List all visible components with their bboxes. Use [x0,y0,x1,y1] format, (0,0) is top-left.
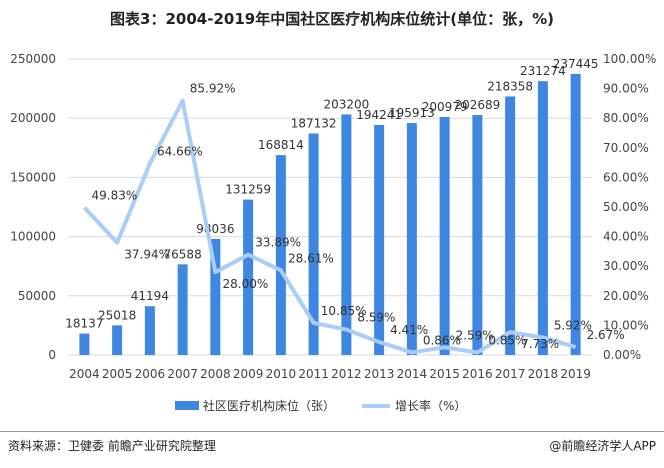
x-tick-label: 2005 [102,367,133,381]
line-label: 2.59% [456,328,494,342]
line-label: 8.59% [357,311,395,325]
bar [439,117,450,355]
line-label: 28.61% [288,251,334,265]
right-tick-label: 40.00% [603,230,649,244]
right-tick-label: 80.00% [603,111,649,125]
bar [210,238,221,355]
x-tick-label: 2013 [364,367,395,381]
right-tick-label: 60.00% [603,170,649,184]
line-label: 4.41% [390,323,428,337]
x-tick-label: 2008 [200,367,231,381]
bar-label: 131259 [225,183,271,197]
right-tick-label: 100.00% [603,52,656,66]
bar [472,115,483,355]
x-tick-label: 2007 [167,367,198,381]
x-tick-label: 2016 [462,367,493,381]
line-label: 85.92% [190,82,236,96]
x-tick-label: 2012 [331,367,362,381]
right-tick-label: 20.00% [603,289,649,303]
right-tick-label: 90.00% [603,82,649,96]
line-label: 5.92% [554,318,592,332]
right-tick-label: 30.00% [603,259,649,273]
line-label: 49.83% [91,189,137,203]
bar-label: 41194 [131,289,169,303]
x-tick-label: 2006 [135,367,166,381]
growth-line [82,98,577,355]
bar-label: 237445 [553,57,599,71]
bar-label: 76588 [164,247,202,261]
bar [275,155,286,355]
line-label: 33.89% [255,236,301,250]
left-tick-label: 0 [48,348,56,362]
bar-label: 202689 [454,98,500,112]
bar-label: 231274 [520,64,566,78]
right-tick-label: 70.00% [603,141,649,155]
x-tick-label: 2011 [298,367,329,381]
legend-bar-label: 社区医疗机构床位（张） [203,398,335,413]
x-tick-label: 2018 [528,367,559,381]
bar-label: 195913 [389,106,435,120]
left-tick-label: 50000 [18,289,56,303]
left-tick-label: 100000 [10,230,56,244]
bar [308,133,319,355]
bar-label: 203200 [323,97,369,111]
bar-label: 18137 [65,317,103,331]
line-label: 28.00% [222,277,268,291]
line-label: 2.67% [587,328,625,342]
left-tick-label: 200000 [10,111,56,125]
x-tick-label: 2004 [69,367,100,381]
right-tick-label: 50.00% [603,200,649,214]
right-tick-label: 10.00% [603,318,649,332]
line-label: 37.94% [124,248,170,262]
line-label: 0.86% [423,333,461,347]
right-tick-label: 0.00% [603,348,641,362]
bar-label: 25018 [98,308,136,322]
x-tick-label: 2015 [429,367,460,381]
x-tick-label: 2019 [560,367,591,381]
left-tick-label: 250000 [10,52,56,66]
bar [79,333,90,355]
bar [406,123,417,356]
line-label: 7.73% [521,337,559,351]
footer-divider [0,431,664,432]
bar-label: 98036 [196,222,234,236]
bar [570,73,581,356]
x-tick-label: 2009 [233,367,264,381]
bar-label: 194241 [356,108,402,122]
source-text: 资料来源：卫健委 前瞻产业研究院整理 [8,439,216,453]
line-label: 0.85% [488,333,526,347]
bar [341,114,352,356]
bar [374,125,385,356]
x-tick-label: 2010 [266,367,297,381]
bar-label: 187132 [291,116,337,130]
bar-label: 218358 [487,79,533,93]
brand-text: @前瞻经济学人APP [549,439,656,453]
chart-title: 图表3：2004-2019年中国社区医疗机构床位统计(单位：张，%) [110,10,554,28]
legend-bar-swatch [175,401,199,410]
bar [537,81,548,356]
x-tick-label: 2017 [495,367,526,381]
line-label: 10.85% [321,304,367,318]
bar [112,325,123,355]
footer: 资料来源：卫健委 前瞻产业研究院整理 @前瞻经济学人APP [8,437,656,454]
bar [243,199,254,355]
bar-label: 200979 [422,100,468,114]
x-tick-label: 2014 [397,367,428,381]
left-tick-label: 150000 [10,170,56,184]
bar [177,264,188,355]
bar [505,96,516,356]
bar [144,306,155,355]
line-label: 64.66% [157,145,203,159]
legend-line-label: 增长率（%） [395,398,466,413]
bar-label: 168814 [258,138,304,152]
